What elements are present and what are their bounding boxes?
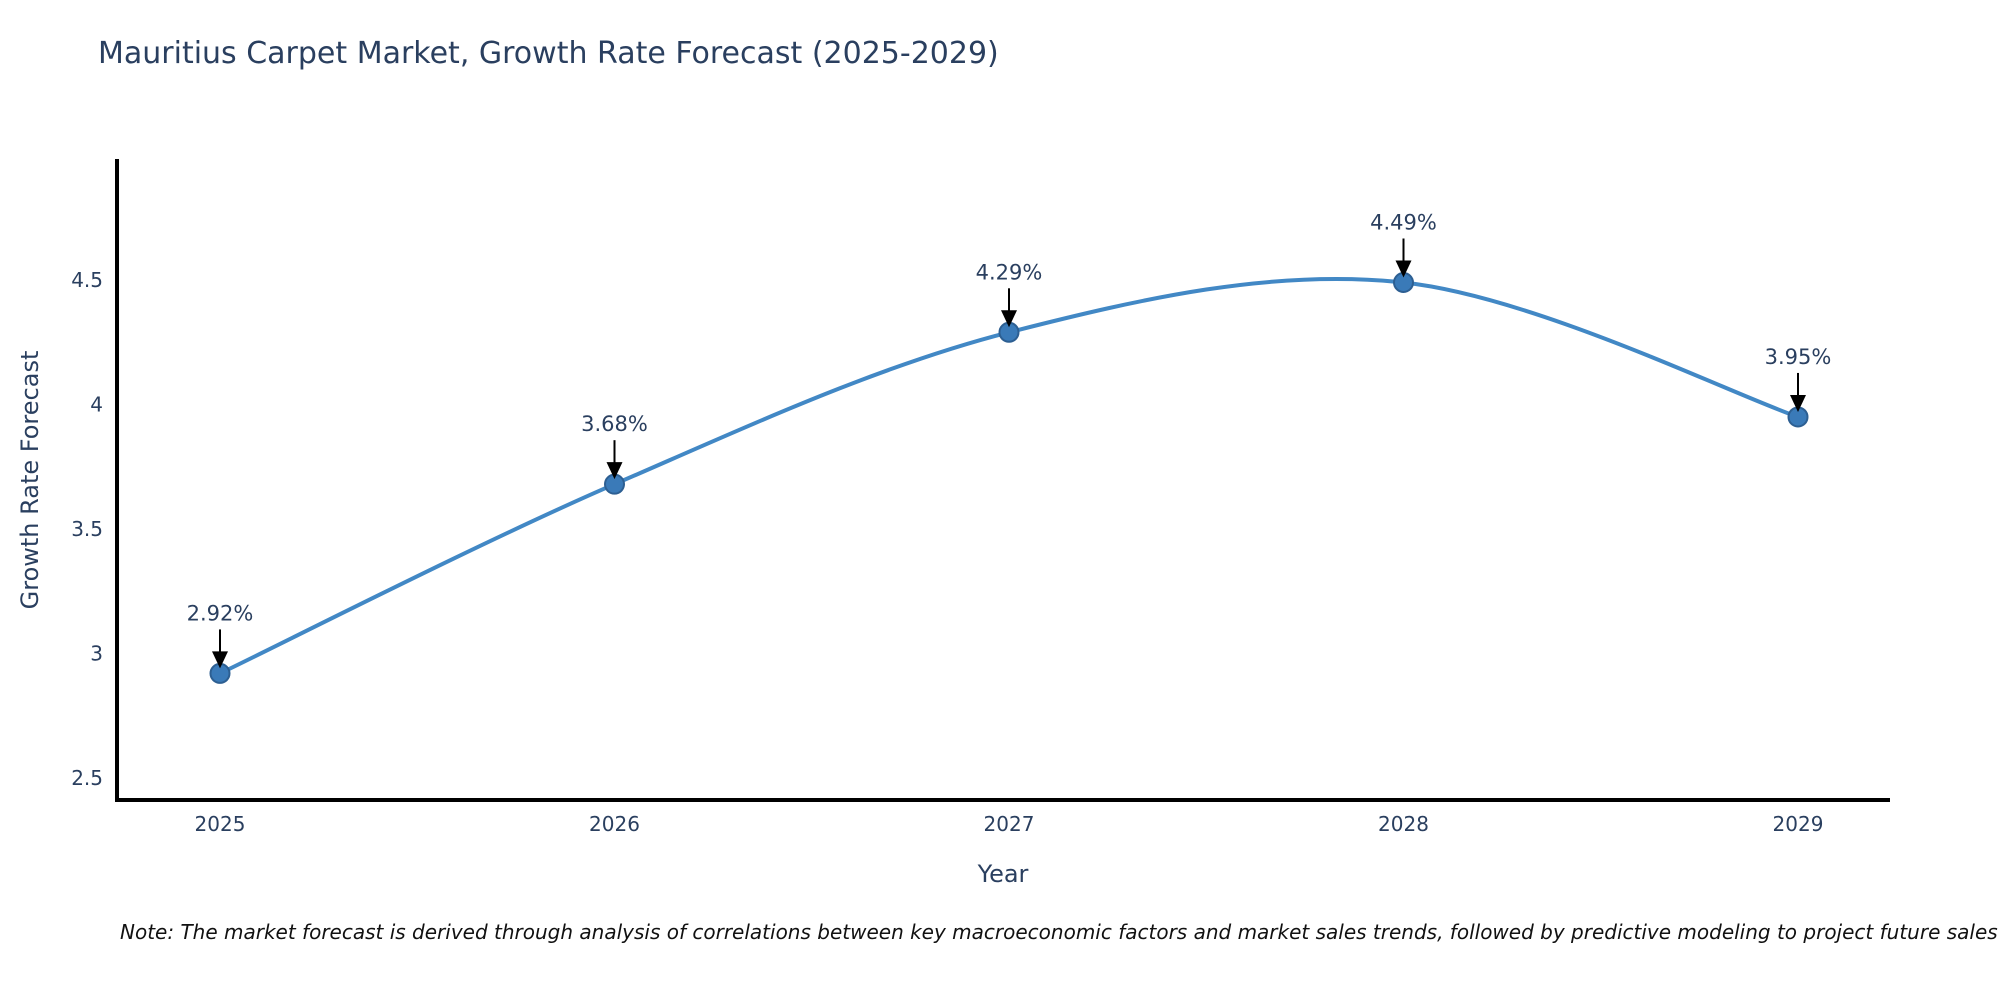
x-tick-label: 2025 [195, 812, 246, 836]
y-tick-label: 3 [90, 642, 103, 666]
y-axis-title: Growth Rate Forecast [16, 350, 44, 610]
x-tick-label: 2026 [589, 812, 640, 836]
y-tick-label: 4.5 [71, 268, 103, 292]
x-tick-label: 2028 [1378, 812, 1429, 836]
annotation-label: 2.92% [187, 601, 254, 625]
x-axis-title: Year [977, 860, 1029, 888]
x-tick-label: 2027 [984, 812, 1035, 836]
annotation-label: 3.68% [581, 412, 648, 436]
chart-title: Mauritius Carpet Market, Growth Rate For… [98, 36, 999, 71]
annotation-arrowhead-icon [1001, 310, 1017, 328]
annotation-label: 3.95% [1765, 345, 1832, 369]
y-tick-label: 4 [90, 393, 103, 417]
y-tick-label: 2.5 [71, 766, 103, 790]
annotation-label: 4.29% [976, 260, 1043, 284]
annotation-arrowhead-icon [1395, 260, 1412, 278]
x-tick-label: 2029 [1773, 812, 1824, 836]
annotation-label: 4.49% [1370, 210, 1437, 234]
note-text: Note: The market forecast is derived thr… [120, 920, 1998, 944]
y-tick-label: 3.5 [71, 517, 103, 541]
annotation-arrowhead-icon [606, 462, 623, 480]
annotation-arrowhead-icon [212, 651, 228, 669]
annotation-arrowhead-icon [1790, 394, 1806, 412]
